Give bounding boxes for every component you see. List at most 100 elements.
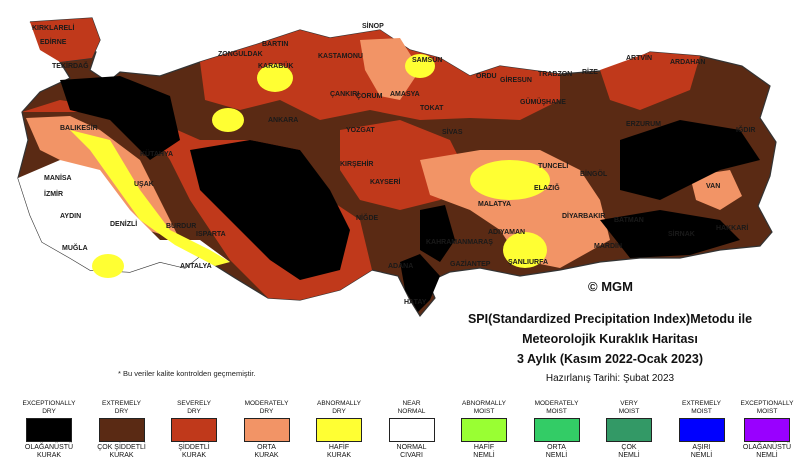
prepared-date: Hazırlanış Tarihi: Şubat 2023 — [545, 373, 675, 384]
severe-dry-thrace — [30, 18, 100, 62]
legend-item: EXCEPTIONALLY DRY OLAĞANÜSTÜ KURAK — [14, 392, 84, 460]
city-label: BATMAN — [614, 217, 644, 224]
legend-turkish-label: HAFİF KURAK — [326, 444, 352, 459]
legend-english-label: MODERATELY MOIST — [534, 400, 579, 415]
city-label: ARDAHAN — [670, 59, 705, 66]
city-label: AMASYA — [390, 91, 420, 98]
legend-turkish-label: ORTA NEMLİ — [545, 444, 568, 459]
city-label: İZMİR — [44, 190, 63, 198]
city-label: EDİRNE — [40, 38, 67, 46]
city-label: SİVAS — [442, 128, 463, 136]
legend-turkish-label: HAFİF NEMLİ — [473, 444, 495, 459]
city-label: ADANA — [388, 263, 413, 270]
map-title-line2: Meteorolojik Kuraklık Haritası — [522, 332, 698, 346]
city-label: KARABÜK — [258, 61, 293, 70]
legend-english-label: EXTREMELY DRY — [102, 400, 141, 415]
legend-item: MODERATELY MOIST ORTA NEMLİ — [522, 392, 592, 460]
map-title-line1: SPI(Standardized Precipitation Index)Met… — [467, 312, 753, 326]
city-label: KIRKLARELİ — [32, 24, 74, 32]
legend-english-label: EXTREMELY MOIST — [682, 400, 721, 415]
city-label: ARTVİN — [626, 54, 652, 62]
city-label: MALATYA — [478, 201, 511, 208]
black-marmara — [60, 76, 180, 160]
legend: EXCEPTIONALLY DRY OLAĞANÜSTÜ KURAK EXTREMELY… — [0, 392, 800, 465]
city-label: HATAY — [404, 299, 427, 306]
legend-item: ABNORMALLY MOIST HAFİF NEMLİ — [449, 392, 519, 460]
city-label: TEKİRDAĞ — [52, 61, 89, 70]
legend-turkish-label: NORMAL CIVARI — [396, 444, 427, 459]
legend-item: ABNORMALLY DRY HAFİF KURAK — [304, 392, 374, 460]
legend-turkish-label: ORTA KURAK — [254, 444, 279, 459]
city-label: HAKKARİ — [716, 224, 748, 232]
quality-note: * Bu veriler kalite kontrolden geçmemişt… — [118, 369, 256, 378]
legend-english-label: EXCEPTIONALLY DRY — [22, 400, 76, 415]
city-label: MARDİN — [594, 242, 622, 250]
city-label: BİNGÖL — [580, 169, 608, 178]
legend-turkish-label: ÇOK ŞİDDETLİ KURAK — [97, 444, 146, 459]
moderate-dry-black-sea — [360, 38, 420, 100]
legend-swatch — [606, 418, 652, 442]
legend-english-label: VERY MOIST — [618, 400, 640, 415]
city-label: ISPARTA — [196, 231, 226, 238]
city-label: ÇANKIRI — [330, 91, 359, 98]
yellow-band-west — [70, 130, 230, 266]
city-label: SİNOP — [362, 22, 384, 30]
legend-english-label: ABNORMALLY MOIST — [462, 400, 506, 415]
city-label: RİZE — [582, 68, 598, 76]
copyright-label: © MGM — [588, 279, 633, 294]
city-label: BALIKESİR — [60, 124, 98, 132]
city-label: NİĞDE — [356, 213, 379, 222]
black-adana — [420, 205, 455, 262]
drought-map: KIRKLARELİ EDİRNE TEKİRDAĞ BARTIN ZONGULDAK K… — [17, 17, 777, 318]
black-east — [620, 120, 760, 200]
city-label: ZONGULDAK — [218, 51, 263, 58]
legend-english-label: ABNORMALLY DRY — [317, 400, 361, 415]
legend-swatch — [461, 418, 507, 442]
city-label: TRABZON — [538, 71, 572, 78]
legend-item: MODERATELY DRY ORTA KURAK — [232, 392, 302, 460]
map-title-line3: 3 Aylık (Kasım 2022-Ocak 2023) — [517, 352, 703, 366]
legend-turkish-label: ŞİDDETLİ KURAK — [178, 444, 210, 459]
legend-item: EXCEPTIONALLY MOIST OLAĞANÜSTÜ NEMLİ — [732, 392, 800, 460]
city-label: MUĞLA — [62, 243, 88, 252]
legend-swatch — [243, 418, 290, 442]
yellow-spot-elazig — [470, 160, 550, 200]
legend-swatch — [533, 418, 580, 442]
yellow-spot-bolu — [212, 108, 244, 132]
severe-dry-east — [600, 52, 700, 110]
legend-swatch — [98, 418, 145, 442]
legend-swatch — [388, 418, 435, 442]
city-label: KASTAMONU — [318, 53, 363, 60]
city-label: SİRNAK — [668, 230, 695, 238]
city-label: IĞDIR — [736, 125, 755, 134]
legend-swatch — [744, 418, 790, 442]
city-label: ORDU — [476, 73, 497, 80]
legend-swatch — [316, 418, 362, 442]
city-label: ADIYAMAN — [488, 229, 525, 236]
city-labels: KIRKLARELİ EDİRNE TEKİRDAĞ BARTIN ZONGULDAK K… — [32, 22, 755, 306]
city-label: UŞAK — [134, 181, 154, 188]
city-label: MANİSA — [44, 174, 72, 182]
city-label: ELAZIĞ — [534, 183, 560, 192]
moderate-dry-center-east — [420, 150, 610, 268]
legend-english-label: SEVERELY DRY — [177, 400, 211, 415]
city-label: KÜTAHYA — [140, 149, 173, 158]
city-label: KAYSERİ — [370, 178, 401, 186]
city-label: AYDIN — [60, 213, 81, 220]
legend-english-label: EXCEPTIONALLY MOIST — [740, 400, 794, 415]
yellow-spot-samsun — [405, 54, 435, 78]
city-label: ŞANLIURFA — [508, 259, 548, 266]
black-hatay — [400, 254, 440, 312]
yellow-spot-urfa — [503, 232, 547, 268]
city-label: BURDUR — [166, 223, 196, 230]
city-label: SAMSUN — [412, 57, 442, 64]
yellow-spot-mugla — [92, 254, 124, 278]
legend-item: NEAR NORMAL NORMAL CIVARI — [377, 392, 447, 460]
city-label: DENİZLİ — [110, 220, 137, 228]
city-label: DİYARBAKIR — [562, 212, 605, 220]
city-label: BARTIN — [262, 41, 288, 48]
legend-turkish-label: AŞIRI NEMLİ — [690, 444, 713, 459]
city-label: GİRESUN — [500, 76, 532, 84]
city-label: GAZİANTEP — [450, 260, 491, 268]
city-label: TOKAT — [420, 105, 444, 112]
